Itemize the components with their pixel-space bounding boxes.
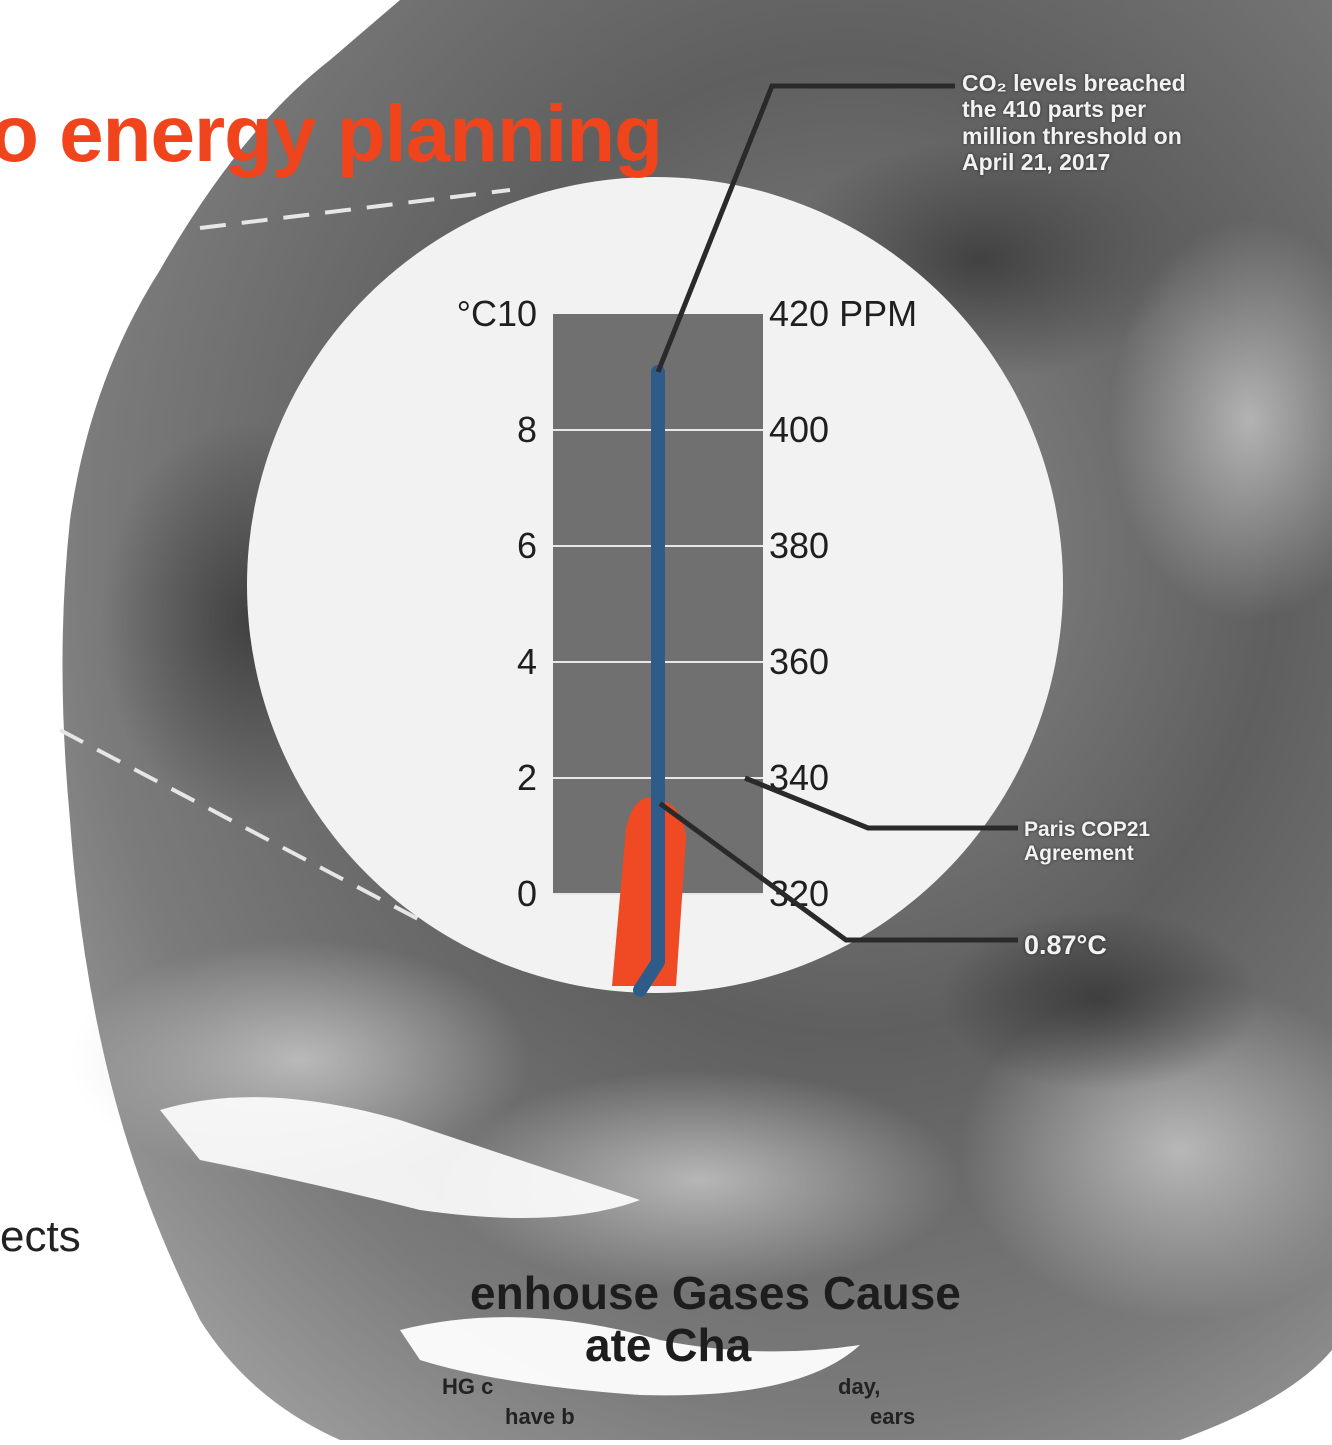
right-tick-label: 400 (769, 409, 829, 450)
caption-body-fragment: have b (505, 1404, 575, 1429)
slide-body-fragment: ects (0, 1212, 81, 1261)
caption-body-fragment: HG c (442, 1374, 494, 1399)
caption-headline: enhouse Gases Cause (470, 1267, 961, 1319)
left-tick-label: 2 (517, 757, 537, 798)
caption-body-fragment: ears (870, 1404, 916, 1429)
temperature-callout: 0.87°C (1024, 930, 1107, 960)
paris-callout-line: Agreement (1024, 842, 1134, 866)
co2-callout-line: the 410 parts per (962, 96, 1147, 123)
temperature-leader-line (658, 801, 1018, 943)
left-tick-label: 0 (517, 873, 537, 914)
right-tick-label: 360 (769, 641, 829, 682)
left-tick-label: 4 (517, 641, 537, 682)
paris-callout: Paris COP21 Agreement (1024, 818, 1194, 866)
co2-leader-line (655, 83, 955, 373)
paris-leader-line (744, 775, 1018, 831)
left-tick-label: 8 (517, 409, 537, 450)
co2-series-line (633, 365, 665, 997)
temperature-bar (612, 797, 686, 986)
co2-callout-line: CO₂ levels breached (962, 70, 1186, 96)
caption-headline-line2: ate Cha (585, 1319, 752, 1371)
left-tick-label: °C10 (457, 293, 537, 334)
left-tick-label: 6 (517, 525, 537, 566)
co2-callout: CO₂ levels breached the 410 parts per mi… (962, 70, 1202, 176)
slide-title: o energy planning (0, 89, 663, 178)
co2-callout-line: April 21, 2017 (962, 149, 1111, 176)
right-tick-label: 420 PPM (769, 293, 917, 334)
caption-body-fragment: day, (838, 1374, 881, 1399)
co2-callout-line: million threshold on (962, 122, 1182, 149)
right-tick-label: 380 (769, 525, 829, 566)
paris-callout-line: Paris COP21 (1024, 818, 1151, 841)
